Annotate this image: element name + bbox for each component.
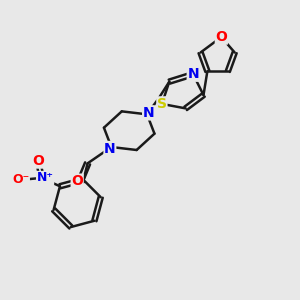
Text: O⁻: O⁻ bbox=[12, 173, 29, 186]
Text: N: N bbox=[143, 106, 154, 120]
Text: O: O bbox=[33, 154, 44, 168]
Text: N: N bbox=[104, 142, 116, 155]
Text: O: O bbox=[71, 174, 83, 188]
Text: O: O bbox=[215, 30, 227, 44]
Text: N: N bbox=[187, 67, 199, 81]
Text: S: S bbox=[157, 97, 167, 111]
Text: N⁺: N⁺ bbox=[37, 171, 54, 184]
